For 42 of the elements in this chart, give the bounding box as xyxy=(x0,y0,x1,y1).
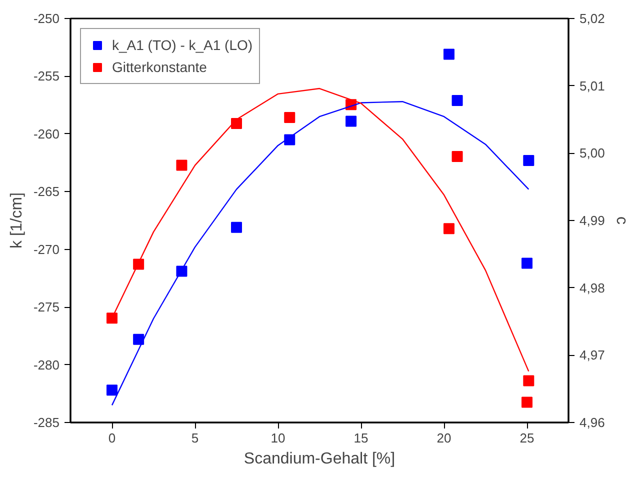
point xyxy=(443,48,454,60)
y2-axis-title: c xyxy=(612,216,630,224)
y-tick-label: -275 xyxy=(33,300,60,315)
y-tick-label: -260 xyxy=(33,126,60,142)
point xyxy=(176,160,188,171)
x-tick-label: 5 xyxy=(191,430,199,446)
x-tick-label: 0 xyxy=(108,430,116,446)
legend-label: Gitterkonstante xyxy=(112,59,207,75)
point xyxy=(443,223,454,234)
point xyxy=(231,118,242,130)
point xyxy=(106,312,118,324)
y-tick-label: -270 xyxy=(33,242,60,257)
y2-tick-label: 5,02 xyxy=(580,11,605,26)
y-tick-label: -280 xyxy=(33,357,60,372)
x-tick-label: 15 xyxy=(354,430,368,446)
y2-tick-label: 4,98 xyxy=(580,280,605,296)
x-axis-title: Scandium-Gehalt [%] xyxy=(244,450,396,468)
y2-tick-label: 4,97 xyxy=(580,348,605,363)
y2-tick-label: 4,99 xyxy=(580,213,605,228)
y2-tick-label: 5,01 xyxy=(580,78,605,94)
point xyxy=(133,334,144,345)
point xyxy=(284,112,296,123)
point xyxy=(346,116,357,127)
point xyxy=(106,384,118,396)
y-tick-label: -265 xyxy=(33,184,60,200)
y2-tick-label: 4,96 xyxy=(580,415,605,430)
y-tick-label: -250 xyxy=(33,11,60,26)
x-tick-label: 20 xyxy=(436,430,452,446)
point xyxy=(231,222,242,233)
point xyxy=(523,154,534,166)
legend-label: k_A1 (TO) - k_A1 (LO) xyxy=(112,37,253,53)
y-tick-label: -285 xyxy=(33,415,60,430)
y2-tick-label: 5,00 xyxy=(580,146,605,161)
point xyxy=(452,94,463,106)
y-axis-title: k [1/cm] xyxy=(8,192,26,249)
x-tick-label: 25 xyxy=(520,430,534,446)
point xyxy=(523,375,534,386)
point xyxy=(522,258,532,269)
point xyxy=(452,151,463,162)
x-tick-label: 10 xyxy=(270,430,286,446)
y-tick-label: -255 xyxy=(33,68,60,84)
point xyxy=(522,396,532,408)
